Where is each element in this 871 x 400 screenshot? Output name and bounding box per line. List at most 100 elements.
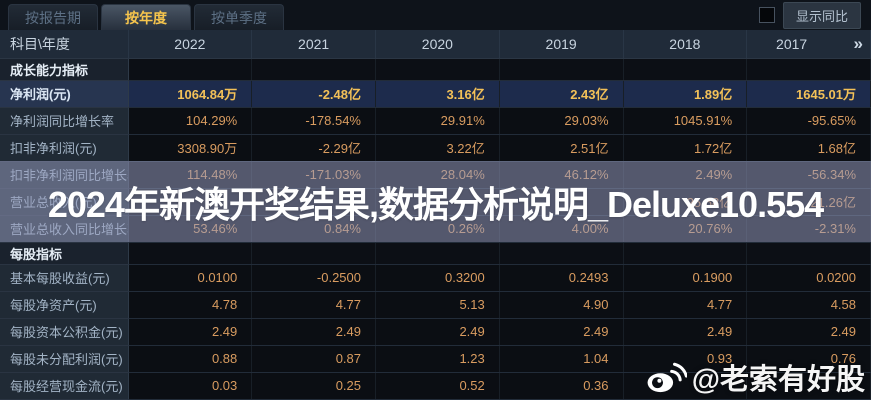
- value-cell: 53.46%: [128, 215, 253, 243]
- tab-single-quarter[interactable]: 按单季度: [194, 4, 284, 30]
- value-cell: -95.65%: [746, 107, 871, 135]
- year-column-header: 2020: [375, 30, 500, 59]
- tab-report-period[interactable]: 按报告期: [8, 4, 98, 30]
- value-cell: 0.52: [375, 372, 500, 400]
- value-cell: 0.0200: [746, 264, 871, 292]
- value-cell: 2.49: [623, 318, 748, 346]
- value-cell: 0.36: [499, 372, 624, 400]
- row-label: 每股净资产(元): [0, 291, 129, 319]
- row-label: 营业总收入(元): [0, 188, 129, 216]
- row-label: 净利润(元): [0, 80, 129, 108]
- table-row: 营业总收入同比增长率 53.46% 0.84% 0.26% 4.00% 20.76% -2.…: [0, 215, 871, 243]
- year-column-header: 2017: [746, 30, 871, 59]
- section-filler-cell: [623, 58, 748, 81]
- value-cell: 2.49: [375, 318, 500, 346]
- value-cell: 46.12%: [499, 161, 624, 189]
- value-cell: 0.03: [128, 372, 253, 400]
- value-cell: 2.49: [499, 318, 624, 346]
- value-cell: 3.16亿: [375, 80, 500, 108]
- table-row: 净利润(元) 1064.84万 -2.48亿 3.16亿 2.43亿 1.89亿 1645.…: [0, 80, 871, 108]
- value-cell: 0.84%: [251, 215, 376, 243]
- section-filler-cell: [128, 58, 253, 81]
- row-label: 每股经营现金流(元): [0, 372, 129, 400]
- value-cell: 2.51亿: [499, 134, 624, 162]
- row-label: 净利润同比增长率: [0, 107, 129, 135]
- tab-list: 按报告期 按年度 按单季度: [0, 4, 284, 30]
- value-cell: 0.26%: [375, 215, 500, 243]
- table-row: 每股经营现金流(元) 0.03 0.25 0.52 0.36: [0, 372, 871, 400]
- value-cell: [251, 188, 376, 216]
- value-cell: [375, 188, 500, 216]
- tab-annual[interactable]: 按年度: [101, 4, 191, 30]
- value-cell: 1.23: [375, 345, 500, 373]
- table-row: 净利润同比增长率 104.29% -178.54% 29.91% 29.03% 1045.…: [0, 107, 871, 135]
- value-cell: 3308.90万: [128, 134, 253, 162]
- value-cell: -178.54%: [251, 107, 376, 135]
- value-cell: -0.2500: [251, 264, 376, 292]
- table-header-row: 科目\年度 2022 2021 2020 2019 2018 2017: [0, 30, 871, 59]
- year-column-header: 2022: [128, 30, 253, 59]
- table-row: 每股资本公积金(元) 2.49 2.49 2.49 2.49 2.49 2.49: [0, 318, 871, 346]
- year-column-header: 2018: [623, 30, 748, 59]
- value-cell: 4.00%: [499, 215, 624, 243]
- value-cell: 0.76: [746, 345, 871, 373]
- value-cell: 3.22亿: [375, 134, 500, 162]
- value-cell: 0.88: [128, 345, 253, 373]
- value-cell: 4.90: [499, 291, 624, 319]
- value-cell: [623, 372, 748, 400]
- value-cell: 114.48%: [128, 161, 253, 189]
- table-row: 每股净资产(元) 4.78 4.77 5.13 4.90 4.77 4.58: [0, 291, 871, 319]
- value-cell: 0.0100: [128, 264, 253, 292]
- value-cell: 104.29%: [128, 107, 253, 135]
- value-cell: 4.78: [128, 291, 253, 319]
- value-cell: 29.03%: [499, 107, 624, 135]
- value-cell: 21.26亿: [746, 188, 871, 216]
- financial-data-table: 科目\年度 2022 2021 2020 2019 2018 2017 成长能力指标 净利润…: [0, 30, 871, 400]
- row-label: 基本每股收益(元): [0, 264, 129, 292]
- value-cell: 2.49%: [623, 161, 748, 189]
- row-label: 每股未分配利润(元): [0, 345, 129, 373]
- section-filler-cell: [128, 242, 253, 265]
- section-filler-cell: [623, 242, 748, 265]
- table-row: 营业总收入(元) 25.68亿 21.26亿: [0, 188, 871, 216]
- value-cell: 2.49: [746, 318, 871, 346]
- value-cell: -2.48亿: [251, 80, 376, 108]
- value-cell: 1.04: [499, 345, 624, 373]
- value-cell: [499, 188, 624, 216]
- section-filler-cell: [251, 58, 376, 81]
- section-label: 成长能力指标: [0, 58, 129, 81]
- section-filler-cell: [375, 58, 500, 81]
- yoy-compare-checkbox[interactable]: [758, 7, 775, 23]
- row-label: 扣非净利润(元): [0, 134, 129, 162]
- section-filler-cell: [746, 242, 871, 265]
- year-column-header: 2019: [499, 30, 624, 59]
- value-cell: [746, 372, 871, 400]
- value-cell: 4.77: [251, 291, 376, 319]
- value-cell: 1.68亿: [746, 134, 871, 162]
- value-cell: -2.29亿: [251, 134, 376, 162]
- corner-header: 科目\年度: [0, 30, 129, 59]
- value-cell: 20.76%: [623, 215, 748, 243]
- tab-bar: 按报告期 按年度 按单季度 显示同比: [0, 0, 871, 30]
- year-column-header: 2021: [251, 30, 376, 59]
- section-filler-cell: [499, 242, 624, 265]
- value-cell: 0.25: [251, 372, 376, 400]
- row-label: 营业总收入同比增长率: [0, 215, 129, 243]
- value-cell: 0.93: [623, 345, 748, 373]
- yoy-compare-label[interactable]: 显示同比: [782, 1, 861, 29]
- value-cell: 4.77: [623, 291, 748, 319]
- table-row: 扣非净利润(元) 3308.90万 -2.29亿 3.22亿 2.51亿 1.72亿 1.6…: [0, 134, 871, 162]
- value-cell: -171.03%: [251, 161, 376, 189]
- table-row: 基本每股收益(元) 0.0100 -0.2500 0.3200 0.2493 0.1900…: [0, 264, 871, 292]
- section-filler-cell: [251, 242, 376, 265]
- section-filler-cell: [746, 58, 871, 81]
- scroll-more-arrow[interactable]: »: [853, 34, 863, 53]
- value-cell: 29.91%: [375, 107, 500, 135]
- value-cell: 0.1900: [623, 264, 748, 292]
- value-cell: -56.34%: [746, 161, 871, 189]
- section-row: 成长能力指标: [0, 58, 871, 81]
- value-cell: 2.49: [251, 318, 376, 346]
- value-cell: 0.2493: [499, 264, 624, 292]
- value-cell: 25.68亿: [623, 188, 748, 216]
